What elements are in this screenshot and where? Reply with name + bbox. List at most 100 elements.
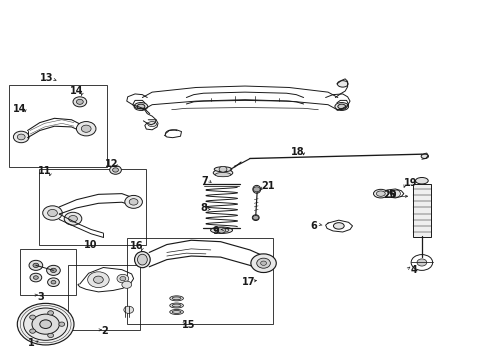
Ellipse shape	[211, 227, 233, 233]
Ellipse shape	[213, 169, 233, 176]
Ellipse shape	[135, 252, 150, 268]
Ellipse shape	[148, 122, 157, 127]
Circle shape	[76, 122, 96, 136]
Circle shape	[48, 210, 57, 217]
Bar	[39, 169, 147, 244]
Circle shape	[51, 280, 56, 284]
Ellipse shape	[172, 297, 181, 300]
Circle shape	[219, 166, 227, 172]
Circle shape	[417, 259, 427, 266]
Circle shape	[30, 315, 36, 319]
Text: 3: 3	[37, 292, 44, 302]
Circle shape	[251, 254, 276, 273]
Ellipse shape	[134, 103, 148, 111]
Circle shape	[253, 187, 260, 192]
Circle shape	[48, 278, 59, 287]
Circle shape	[47, 265, 60, 275]
Ellipse shape	[333, 223, 344, 229]
Circle shape	[17, 134, 25, 140]
Circle shape	[13, 131, 29, 143]
Circle shape	[125, 195, 143, 208]
Ellipse shape	[373, 189, 388, 198]
Circle shape	[117, 274, 129, 283]
Ellipse shape	[338, 104, 345, 109]
Ellipse shape	[170, 310, 183, 315]
Circle shape	[32, 314, 59, 334]
Ellipse shape	[392, 190, 400, 197]
Ellipse shape	[421, 154, 428, 158]
Circle shape	[122, 281, 132, 288]
Text: 11: 11	[38, 166, 51, 176]
Text: 10: 10	[84, 240, 98, 250]
Circle shape	[43, 206, 62, 220]
Bar	[20, 249, 76, 296]
Text: 19: 19	[404, 178, 418, 188]
Circle shape	[257, 258, 270, 268]
Bar	[68, 265, 141, 330]
Circle shape	[30, 273, 42, 282]
Circle shape	[48, 311, 53, 315]
Circle shape	[48, 333, 53, 338]
Text: 17: 17	[242, 277, 256, 287]
Circle shape	[17, 303, 74, 345]
Bar	[9, 85, 107, 167]
Text: 5: 5	[388, 190, 395, 200]
Text: 12: 12	[105, 159, 119, 169]
Text: 13: 13	[40, 73, 54, 83]
Circle shape	[33, 276, 38, 279]
Text: 15: 15	[182, 320, 196, 330]
Circle shape	[76, 99, 83, 104]
Circle shape	[40, 320, 51, 328]
Bar	[127, 238, 273, 324]
Circle shape	[59, 322, 65, 326]
Ellipse shape	[172, 304, 181, 307]
Circle shape	[88, 272, 109, 288]
Text: 16: 16	[130, 241, 143, 251]
Circle shape	[113, 168, 119, 172]
Ellipse shape	[170, 303, 183, 308]
Ellipse shape	[138, 254, 147, 265]
Ellipse shape	[214, 228, 229, 232]
Ellipse shape	[170, 296, 183, 301]
Ellipse shape	[214, 167, 232, 172]
Ellipse shape	[416, 177, 428, 184]
Ellipse shape	[253, 185, 261, 193]
Circle shape	[253, 216, 259, 220]
Text: 2: 2	[101, 326, 108, 336]
Circle shape	[50, 268, 56, 273]
Circle shape	[110, 166, 122, 174]
Ellipse shape	[252, 215, 259, 221]
Text: 6: 6	[310, 221, 317, 231]
Circle shape	[261, 261, 267, 265]
Circle shape	[69, 216, 77, 222]
Text: 18: 18	[291, 147, 305, 157]
Ellipse shape	[215, 172, 231, 177]
Ellipse shape	[337, 81, 348, 87]
Circle shape	[120, 276, 126, 281]
Text: 9: 9	[212, 226, 219, 236]
Text: 14: 14	[70, 86, 83, 96]
Circle shape	[81, 125, 91, 132]
Circle shape	[94, 276, 103, 283]
Ellipse shape	[376, 191, 385, 196]
Circle shape	[129, 199, 138, 205]
Text: 20: 20	[383, 190, 396, 200]
Text: 14: 14	[13, 104, 26, 114]
Ellipse shape	[172, 311, 181, 314]
Circle shape	[124, 306, 134, 314]
Text: 4: 4	[410, 265, 417, 275]
Circle shape	[29, 260, 43, 270]
Text: 8: 8	[200, 203, 207, 213]
Circle shape	[24, 308, 68, 340]
Text: 7: 7	[201, 176, 208, 186]
Circle shape	[33, 263, 39, 267]
Circle shape	[64, 212, 82, 225]
Text: 1: 1	[27, 338, 34, 348]
Circle shape	[73, 97, 87, 107]
Circle shape	[30, 329, 36, 333]
Bar	[413, 184, 431, 237]
Ellipse shape	[335, 103, 348, 111]
Circle shape	[218, 227, 225, 233]
Ellipse shape	[137, 104, 145, 109]
Text: 21: 21	[262, 181, 275, 192]
